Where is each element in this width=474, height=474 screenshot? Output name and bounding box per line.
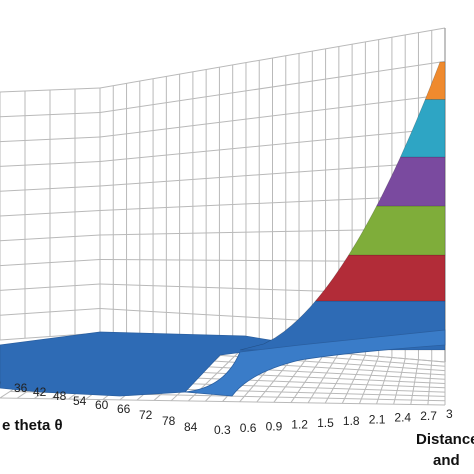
floor-vline xyxy=(376,357,393,405)
floor-vline xyxy=(393,358,406,405)
theta-tick-label: 54 xyxy=(73,394,87,408)
side-wall-hline xyxy=(99,60,446,113)
distance-tick-label: 2.7 xyxy=(420,409,437,423)
theta-tick-label: 78 xyxy=(162,414,176,428)
distance-axis-title-line2: and xyxy=(433,452,460,469)
theta-tick-label: 48 xyxy=(53,389,67,403)
back-wall-grid xyxy=(0,87,101,341)
theta-tick-label: 60 xyxy=(95,398,109,412)
distance-tick-label: 1.8 xyxy=(343,414,360,428)
surface-bands xyxy=(0,61,446,397)
theta-tick-label: 42 xyxy=(33,385,47,399)
side-wall-hline xyxy=(99,161,446,187)
side-wall-hline xyxy=(99,127,446,162)
theta-tick-label: 84 xyxy=(184,420,198,434)
surface-band xyxy=(348,205,446,256)
distance-tick-label: 0.9 xyxy=(266,419,283,433)
distance-axis-title-line1: Distance xyxy=(416,431,474,448)
floor-vline xyxy=(410,359,419,405)
floor-vline xyxy=(427,360,433,405)
distance-tick-labels: 0.3 0.6 0.9 1.2 1.5 1.8 2.1 2.4 2.7 3 xyxy=(214,407,453,437)
theta-tick-label: 0 xyxy=(0,376,1,390)
distance-tick-label: 2.1 xyxy=(369,412,386,426)
surface-band xyxy=(376,156,446,207)
theta-tick-label: 72 xyxy=(139,408,153,422)
distance-tick-label: 1.2 xyxy=(291,418,308,432)
theta-tick-label: 36 xyxy=(14,381,28,395)
surface-band xyxy=(314,254,446,302)
distance-tick-label: 1.5 xyxy=(317,416,334,430)
surface-band xyxy=(400,99,446,158)
side-wall-hline xyxy=(99,94,446,138)
theta-tick-labels: 0 36 42 48 54 60 66 72 78 84 xyxy=(0,376,198,434)
theta-tick-label: 66 xyxy=(117,402,131,416)
surface-transition xyxy=(184,329,446,397)
distance-tick-label: 2.4 xyxy=(394,411,411,425)
floor-vline xyxy=(341,355,366,404)
floor-vline xyxy=(324,353,353,404)
surface-band xyxy=(424,61,446,100)
floor-vline xyxy=(290,351,326,403)
floor-vline xyxy=(307,352,340,404)
floor-vline xyxy=(358,356,380,404)
theta-axis-title: e theta θ xyxy=(2,417,63,434)
distance-tick-label: 3 xyxy=(446,407,453,421)
side-wall-hline xyxy=(99,27,446,89)
distance-tick-label: 0.3 xyxy=(214,423,231,437)
distance-tick-label: 0.6 xyxy=(240,421,257,435)
surface-flat-region xyxy=(0,331,301,397)
